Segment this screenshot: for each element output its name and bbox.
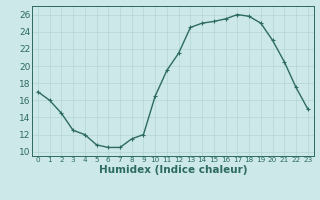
- X-axis label: Humidex (Indice chaleur): Humidex (Indice chaleur): [99, 165, 247, 175]
